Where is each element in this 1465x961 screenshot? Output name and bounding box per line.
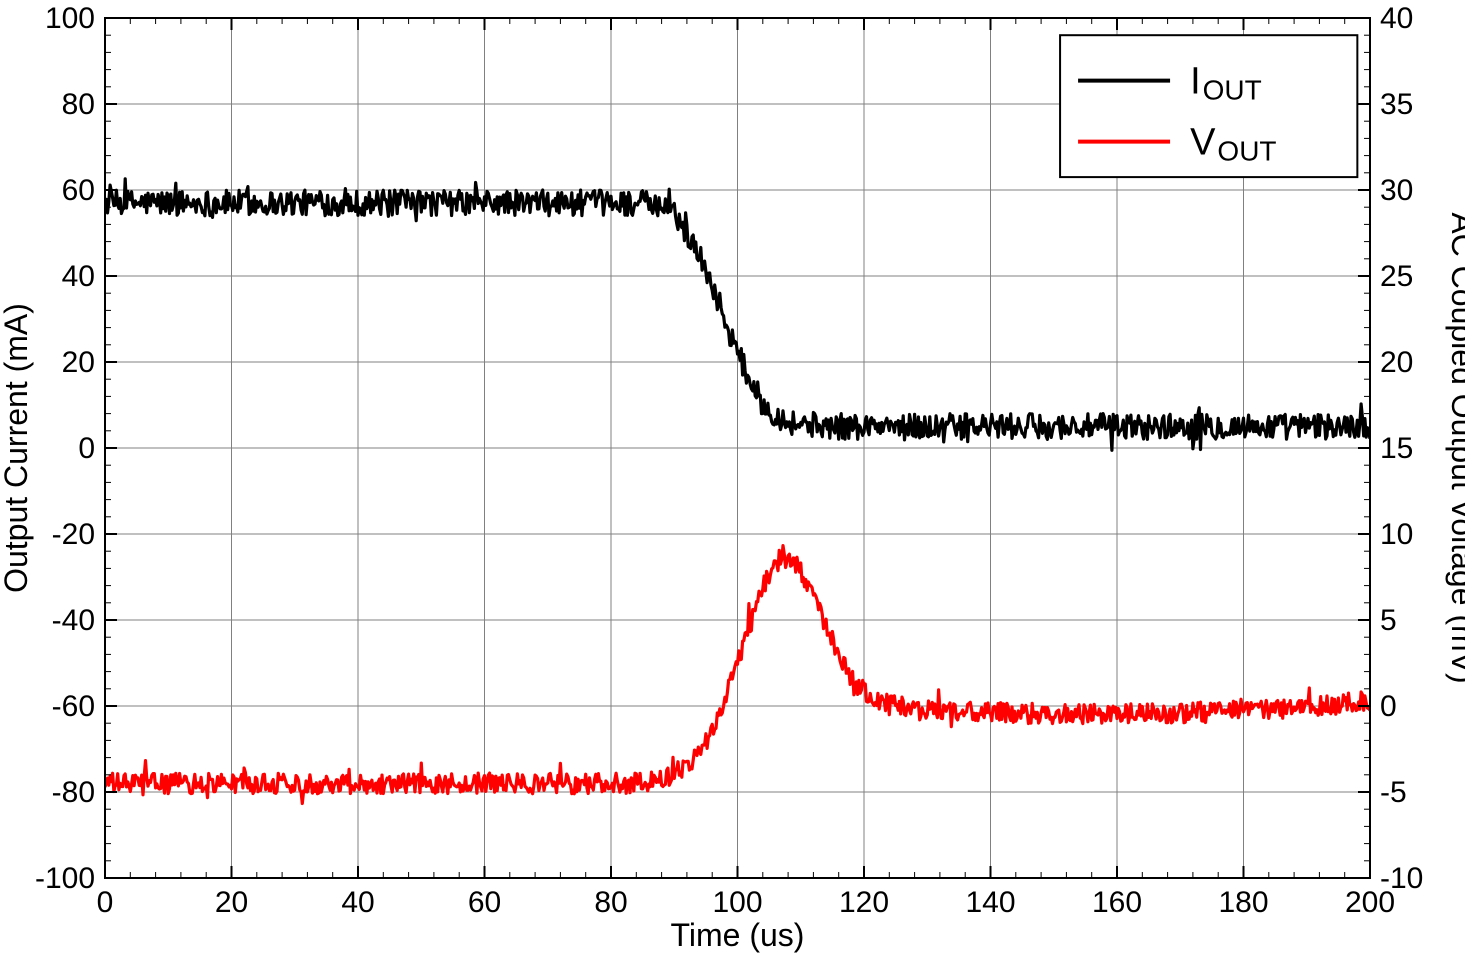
y-right-tick-label: 0 [1380,690,1397,723]
x-tick-label: 160 [1092,886,1142,919]
y-left-tick-label: 40 [62,260,95,293]
x-axis-label: Time (us) [671,917,805,953]
y-right-tick-label: 35 [1380,88,1413,121]
y-left-tick-label: -100 [35,862,95,895]
y-left-tick-label: 80 [62,88,95,121]
y-left-tick-label: -40 [52,604,95,637]
y-left-tick-label: -80 [52,776,95,809]
x-tick-label: 20 [215,886,248,919]
x-tick-label: 40 [341,886,374,919]
y-right-tick-label: 25 [1380,260,1413,293]
x-tick-label: 120 [839,886,889,919]
y-right-tick-label: 5 [1380,604,1397,637]
chart-container: 020406080100120140160180200-100-80-60-40… [0,0,1465,961]
y-left-tick-label: 100 [45,2,95,35]
y-left-tick-label: -20 [52,518,95,551]
x-tick-label: 60 [468,886,501,919]
y-right-tick-label: 40 [1380,2,1413,35]
y-right-axis-label: AC Coupled Output Voltage (mV) [1445,212,1465,683]
x-tick-label: 100 [712,886,762,919]
x-tick-label: 180 [1218,886,1268,919]
y-left-tick-label: 0 [78,432,95,465]
chart-svg: 020406080100120140160180200-100-80-60-40… [0,0,1465,961]
y-right-tick-label: -5 [1380,776,1407,809]
x-tick-label: 140 [965,886,1015,919]
y-left-tick-label: 60 [62,174,95,207]
x-tick-label: 0 [97,886,114,919]
y-right-tick-label: 20 [1380,346,1413,379]
y-right-tick-label: 10 [1380,518,1413,551]
x-tick-label: 80 [594,886,627,919]
y-left-tick-label: 20 [62,346,95,379]
y-left-tick-label: -60 [52,690,95,723]
y-left-axis-label: Output Current (mA) [0,303,34,593]
y-right-tick-label: 30 [1380,174,1413,207]
y-right-tick-label: 15 [1380,432,1413,465]
y-right-tick-label: -10 [1380,862,1423,895]
